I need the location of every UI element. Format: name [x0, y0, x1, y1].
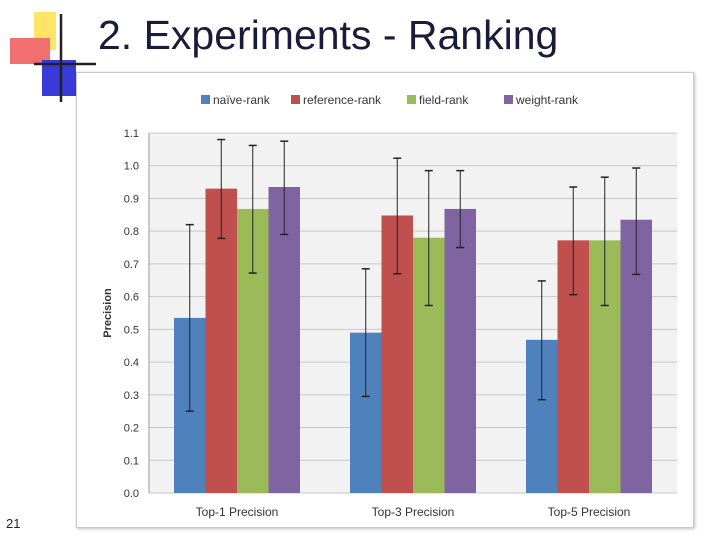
x-category-label: Top-3 Precision [372, 505, 455, 519]
y-tick-label: 0.1 [124, 455, 139, 467]
y-tick-label: 1.0 [124, 161, 139, 173]
y-tick-label: 0.6 [124, 292, 139, 304]
y-tick-label: 1.1 [124, 128, 139, 140]
precision-bar-chart: 0.0 0.1 0.2 0.3 0.4 0.5 0.6 0.7 0.8 0.9 1.0 1.1 Top… [102, 93, 677, 519]
y-axis-title: Precision [102, 288, 114, 338]
y-tick-label: 0.7 [124, 259, 139, 271]
legend-swatch [407, 95, 416, 104]
legend-swatch [291, 95, 300, 104]
x-category-label: Top-1 Precision [196, 505, 279, 519]
slide-title: 2. Experiments - Ranking [98, 12, 559, 58]
y-tick-label: 0.2 [124, 423, 139, 435]
y-tick-label: 0.3 [124, 390, 139, 402]
legend-label: field-rank [419, 93, 469, 107]
chart-frame: 0.0 0.1 0.2 0.3 0.4 0.5 0.6 0.7 0.8 0.9 1.0 1.1 Top… [76, 72, 694, 528]
y-tick-label: 0.0 [124, 488, 139, 500]
red-square [10, 38, 50, 64]
x-category-label: Top-5 Precision [548, 505, 631, 519]
legend-label: naïve-rank [213, 93, 271, 107]
bar-3-0 [268, 187, 300, 493]
legend-swatch [201, 95, 210, 104]
blue-square [42, 60, 76, 96]
y-tick-label: 0.9 [124, 193, 139, 205]
bar-1-0 [205, 188, 237, 493]
legend-label: reference-rank [303, 93, 382, 107]
slide-number: 21 [6, 516, 21, 531]
y-tick-label: 0.5 [124, 324, 139, 336]
legend-swatch [504, 95, 513, 104]
slide-corner-decoration [10, 12, 96, 102]
bar-3-1 [444, 208, 476, 493]
legend-label: weight-rank [515, 93, 579, 107]
y-tick-label: 0.4 [124, 357, 139, 369]
y-tick-label: 0.8 [124, 226, 139, 238]
